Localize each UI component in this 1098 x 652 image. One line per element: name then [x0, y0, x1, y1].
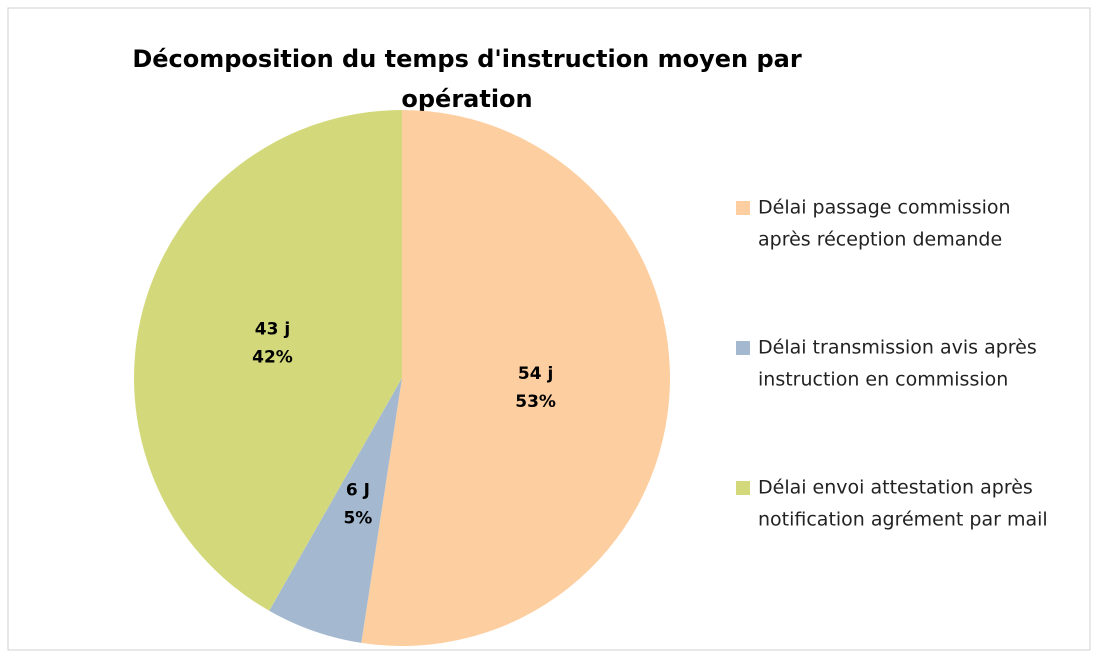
- chart-title: Décomposition du temps d'instruction moy…: [132, 45, 802, 73]
- pie-slice: [361, 110, 671, 647]
- legend-label: notification agrément par mail: [758, 509, 1048, 531]
- legend-label: Délai transmission avis après: [758, 337, 1037, 359]
- legend-swatch: [736, 481, 750, 495]
- data-label: 54 j: [518, 364, 553, 384]
- pie-slice: [134, 110, 403, 611]
- legend-label: instruction en commission: [758, 369, 1008, 391]
- legend-label: Délai passage commission: [758, 197, 1011, 219]
- data-label: 6 J: [346, 481, 370, 501]
- legend-swatch: [736, 341, 750, 355]
- percent-label: 5%: [343, 509, 372, 529]
- legend-swatch: [736, 201, 750, 215]
- pie-slice: [269, 378, 402, 643]
- percent-label: 42%: [252, 348, 293, 368]
- percent-label: 53%: [515, 392, 556, 412]
- chart-title: opération: [401, 85, 532, 113]
- legend-label: après réception demande: [758, 229, 1002, 251]
- legend-label: Délai envoi attestation après: [758, 477, 1033, 499]
- data-label: 43 j: [255, 320, 290, 340]
